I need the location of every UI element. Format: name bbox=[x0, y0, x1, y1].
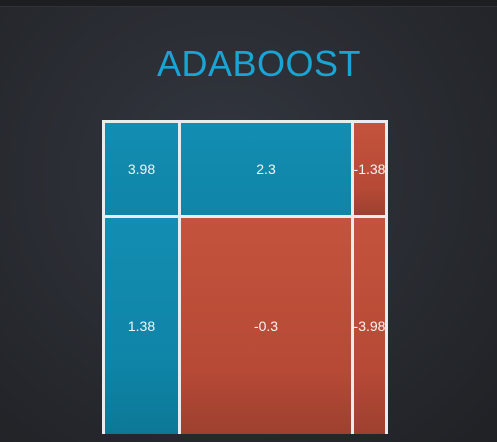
adaboost-region-grid: 3.98 2.3 -1.38 1.38 -0.3 -3.98 bbox=[102, 120, 388, 434]
region-cell-r1-c2: 2.3 bbox=[181, 123, 351, 215]
region-cell-r2-c2: -0.3 bbox=[181, 218, 351, 434]
region-value: -0.3 bbox=[253, 318, 279, 334]
region-value: -3.98 bbox=[353, 318, 386, 334]
region-value: 2.3 bbox=[256, 161, 276, 177]
region-value: 1.38 bbox=[127, 318, 156, 334]
region-cell-r2-c3: -3.98 bbox=[354, 218, 385, 434]
region-value: 3.98 bbox=[127, 161, 156, 177]
region-cell-r2-c1: 1.38 bbox=[105, 218, 178, 434]
region-cell-r1-c3: -1.38 bbox=[354, 123, 385, 215]
region-value: -1.38 bbox=[353, 161, 386, 177]
top-window-strip bbox=[0, 0, 497, 7]
slide-title: ADABOOST bbox=[156, 43, 362, 84]
region-cell-r1-c1: 3.98 bbox=[105, 123, 178, 215]
